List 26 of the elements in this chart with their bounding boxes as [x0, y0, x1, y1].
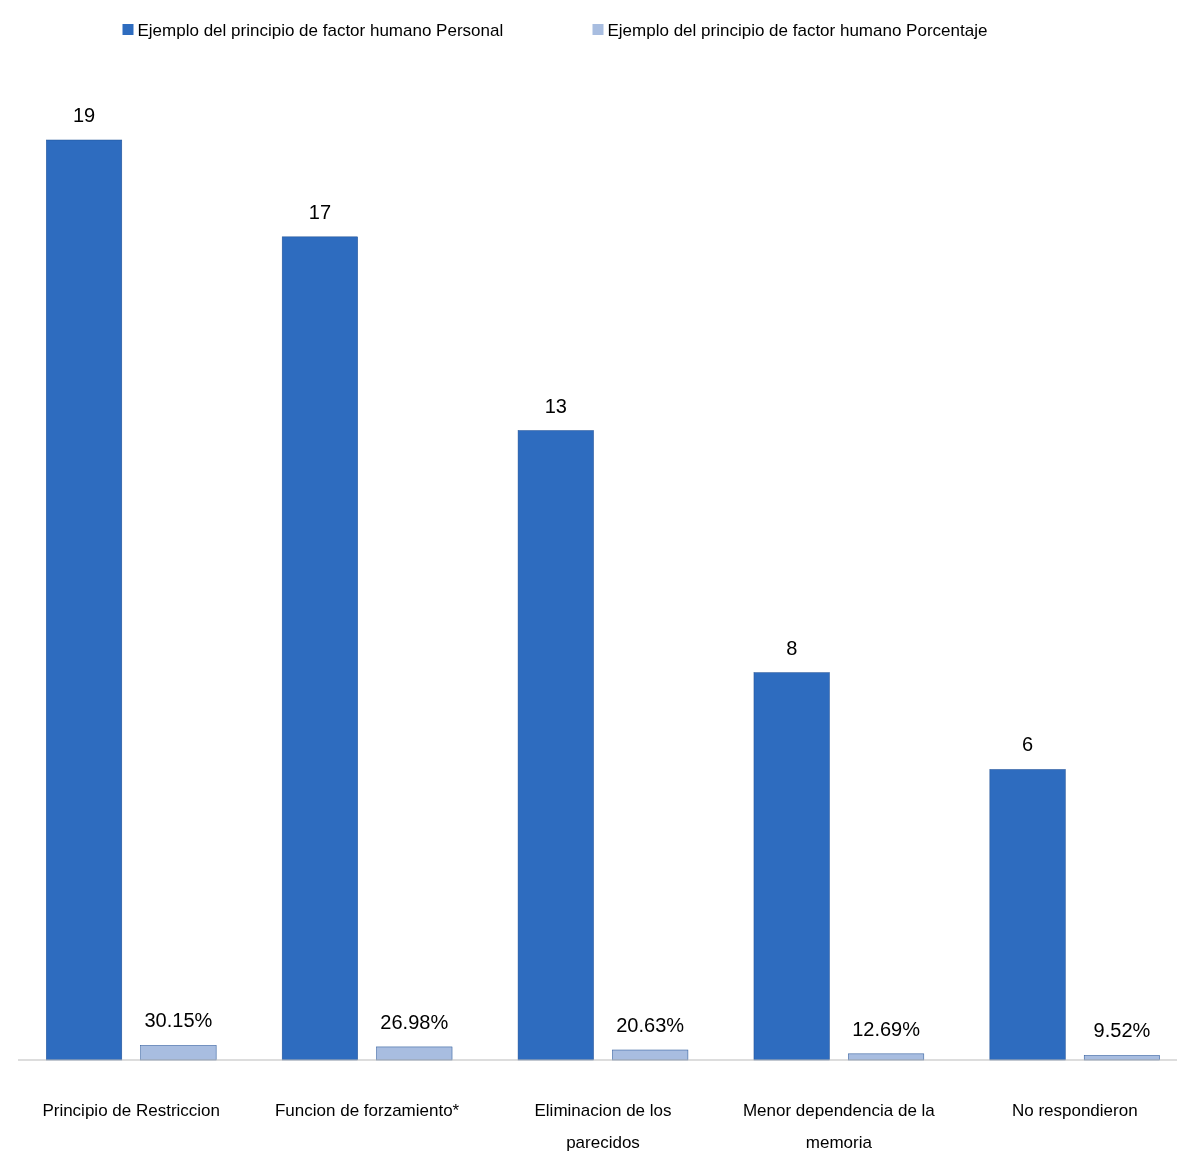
- x-tick-label: Funcion de forzamiento*: [274, 1101, 460, 1120]
- data-label: 30.15%: [144, 1009, 213, 1032]
- bar: [517, 430, 594, 1061]
- bar: [46, 139, 123, 1061]
- data-label: 17: [308, 200, 332, 223]
- bar: [376, 1046, 453, 1061]
- bar: [612, 1049, 689, 1061]
- x-tick-label: Menor dependencia de la memoria: [742, 1101, 936, 1152]
- x-tick-label: Principio de Restriccion: [42, 1101, 221, 1120]
- data-label: 19: [72, 104, 96, 126]
- bar: [140, 1045, 217, 1061]
- legend-label: Ejemplo del principio de factor humano Personal: [137, 21, 504, 40]
- data-label: 13: [544, 394, 567, 417]
- data-label: 26.98%: [380, 1010, 449, 1033]
- data-label: 6: [1022, 733, 1034, 756]
- bar: [753, 672, 830, 1061]
- data-label: 8: [786, 636, 798, 659]
- data-label: 9.52%: [1093, 1019, 1151, 1042]
- bar: [848, 1053, 925, 1061]
- x-tick-label: No respondieron: [1011, 1101, 1138, 1120]
- legend-label: Ejemplo del principio de factor humano Porcentaje: [607, 21, 988, 40]
- bar: [989, 769, 1066, 1061]
- bar: [281, 236, 358, 1061]
- data-label: 20.63%: [616, 1014, 685, 1037]
- data-label: 12.69%: [852, 1017, 921, 1040]
- x-tick-label: Eliminacion de los parecidos: [534, 1101, 672, 1152]
